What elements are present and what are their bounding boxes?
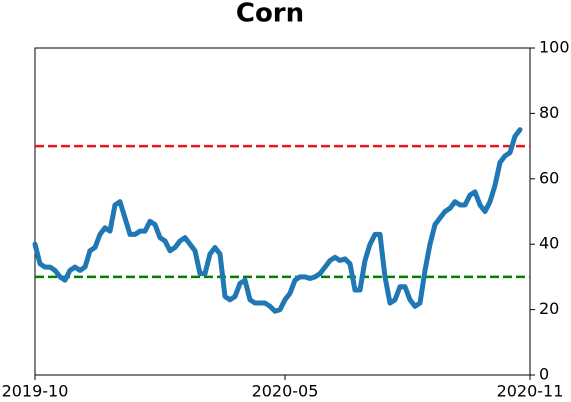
- plot-frame: [34, 47, 531, 376]
- x-tick-label: 2019-10: [2, 382, 69, 401]
- y-tick-label: 40: [539, 234, 559, 253]
- chart-title: Corn: [236, 0, 304, 29]
- y-tick-label: 0: [539, 365, 549, 384]
- y-tick-label: 80: [539, 103, 559, 122]
- y-tick-label: 60: [539, 168, 559, 187]
- y-tick-label: 100: [539, 38, 570, 57]
- x-tick-label: 2020-11: [497, 382, 564, 401]
- x-tick-label: 2020-05: [252, 382, 319, 401]
- data-line: [32, 127, 523, 314]
- y-tick-label: 20: [539, 299, 559, 318]
